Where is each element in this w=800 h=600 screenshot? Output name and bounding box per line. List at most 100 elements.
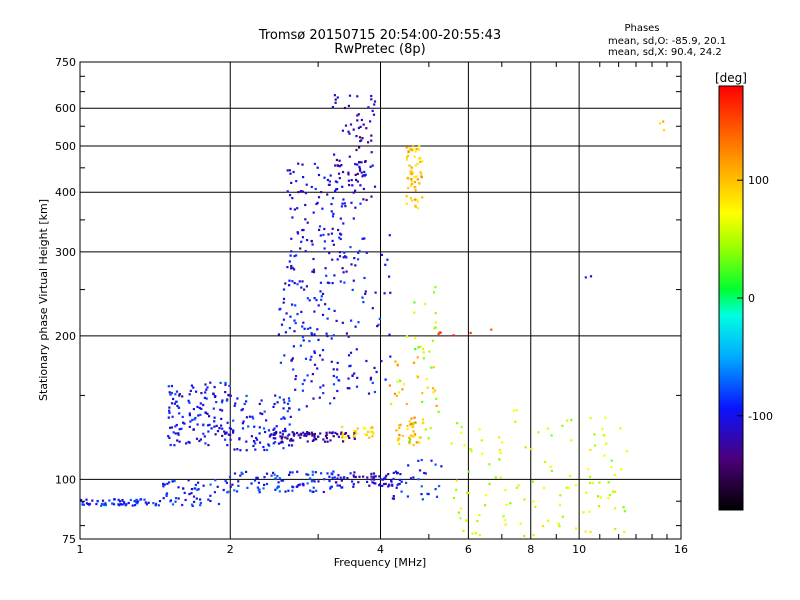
data-point (418, 145, 421, 148)
data-point (215, 424, 218, 427)
data-point (534, 505, 537, 508)
data-point (341, 129, 344, 132)
data-point (523, 534, 526, 538)
data-point (207, 424, 210, 427)
data-point (396, 438, 399, 441)
data-point (280, 440, 283, 443)
data-point (165, 493, 168, 496)
data-point (345, 435, 348, 438)
data-point (135, 499, 138, 502)
data-point (584, 276, 587, 279)
data-point (208, 423, 211, 426)
data-point (300, 433, 303, 436)
data-point (169, 443, 172, 447)
data-point (369, 426, 372, 429)
data-point (415, 441, 418, 444)
data-point (359, 202, 362, 205)
data-point (420, 493, 423, 496)
data-point (310, 185, 313, 189)
data-point (490, 328, 493, 331)
data-point (414, 348, 417, 351)
data-point (365, 127, 368, 130)
data-point (356, 427, 359, 430)
data-point (317, 173, 321, 177)
data-point (331, 431, 334, 434)
data-point (419, 171, 422, 174)
data-point (431, 387, 435, 390)
data-point (412, 434, 415, 437)
data-point (381, 478, 384, 481)
data-point (354, 475, 357, 479)
data-point (337, 228, 340, 232)
data-point (162, 485, 165, 488)
data-point (321, 358, 324, 361)
data-point (339, 280, 342, 283)
data-point (289, 254, 292, 257)
data-point (188, 425, 191, 428)
data-point (216, 430, 220, 433)
data-point (270, 474, 273, 477)
data-point (342, 271, 345, 274)
data-point (316, 201, 319, 204)
data-point (139, 498, 142, 501)
data-point (355, 178, 358, 181)
data-point (183, 491, 186, 494)
data-point (190, 384, 193, 387)
data-point (373, 185, 377, 188)
data-point (308, 340, 311, 343)
data-point (123, 501, 126, 504)
data-point (353, 435, 356, 438)
data-point (331, 197, 335, 200)
data-point (549, 465, 552, 468)
data-point (614, 527, 617, 531)
data-point (191, 504, 194, 507)
data-point (178, 393, 181, 396)
data-point (252, 444, 255, 448)
data-point (352, 279, 355, 282)
data-point (286, 410, 289, 413)
data-point (313, 363, 317, 366)
data-point (297, 191, 300, 194)
data-point (314, 187, 317, 191)
data-point (372, 113, 376, 116)
data-point (407, 464, 410, 467)
data-point (371, 109, 374, 112)
data-point (310, 239, 313, 243)
data-point (85, 502, 88, 505)
data-point (537, 431, 540, 434)
data-point (385, 474, 388, 477)
data-point (262, 445, 265, 449)
data-point (374, 291, 377, 294)
data-point (408, 164, 411, 167)
data-point (224, 438, 227, 441)
data-point (136, 500, 140, 503)
data-point (259, 441, 262, 444)
data-point (278, 490, 281, 493)
data-point (574, 527, 578, 530)
data-point (294, 378, 297, 381)
data-point (167, 416, 170, 419)
data-point (188, 412, 191, 415)
data-point (81, 503, 84, 506)
data-point (220, 401, 224, 404)
data-point (349, 364, 352, 367)
data-point (331, 476, 334, 479)
data-point (290, 237, 293, 240)
data-point (313, 297, 316, 300)
chart-subtitle: RwPretec (8p) (334, 42, 425, 57)
data-point (326, 193, 329, 196)
data-point (251, 415, 254, 418)
data-point (587, 468, 590, 471)
data-point (398, 433, 401, 437)
data-point (188, 493, 191, 496)
data-point (171, 415, 174, 418)
data-point (488, 482, 491, 486)
data-point (273, 402, 276, 406)
data-point (344, 205, 347, 208)
data-point (328, 180, 331, 183)
data-point (409, 423, 412, 426)
data-point (373, 103, 376, 106)
data-point (182, 421, 185, 424)
data-point (291, 197, 294, 200)
data-point (259, 412, 262, 415)
